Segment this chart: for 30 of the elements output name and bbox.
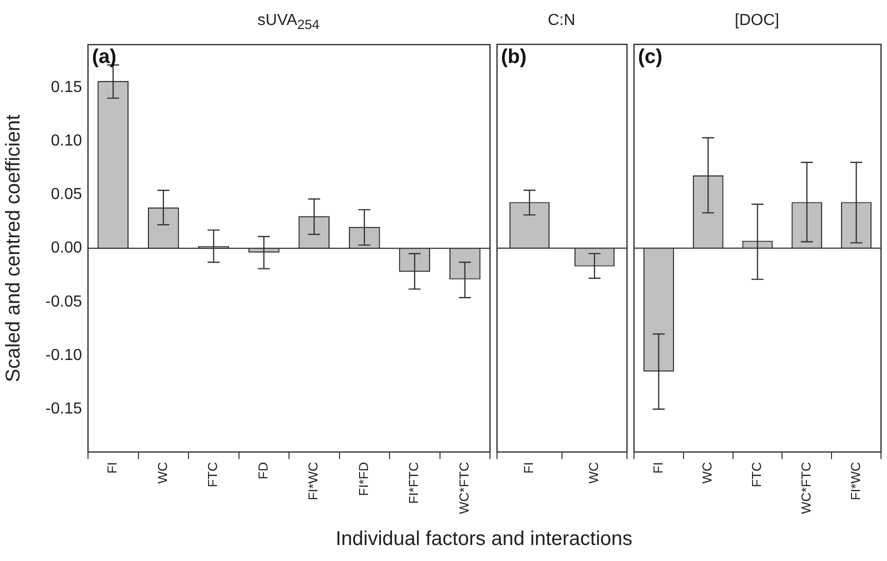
- annotation: (b): [501, 46, 527, 68]
- x-tick-label: WC*FTC: [456, 462, 472, 514]
- x-tick-label: FI*FD: [356, 462, 371, 496]
- x-tick-label: FI: [104, 462, 120, 474]
- x-tick-label: FI*WC: [848, 462, 863, 500]
- y-tick-label: 0.05: [50, 186, 82, 204]
- y-tick-label: -0.15: [46, 400, 82, 418]
- chart-title: C:N: [546, 12, 576, 30]
- x-axis-title: Individual factors and interactions: [334, 528, 634, 551]
- chart-title: [DOC]: [734, 12, 780, 30]
- y-tick-label: -0.10: [46, 346, 82, 364]
- y-tick-label: -0.05: [46, 293, 82, 310]
- annotation: (a): [92, 46, 116, 68]
- y-tick-label: 0.15: [50, 78, 82, 96]
- y-axis-title: Scaled and centred coefficient: [2, 114, 25, 382]
- x-tick-label: FI: [521, 462, 536, 474]
- x-tick-label: WC: [154, 462, 170, 484]
- x-tick-label: FTC: [205, 462, 220, 488]
- x-tick-label: FTC: [749, 462, 764, 488]
- y-tick-label: 0.10: [50, 132, 82, 150]
- x-tick-label: WC: [700, 462, 715, 484]
- annotation: (c): [638, 46, 662, 68]
- x-tick-label: FI: [650, 462, 666, 474]
- x-tick-label: FI*FTC: [406, 462, 422, 504]
- x-tick-label: FD: [255, 462, 270, 480]
- x-tick-label: WC*FTC: [798, 462, 814, 514]
- x-tick-label: FI*WC: [306, 462, 321, 500]
- y-tick-label: 0.00: [50, 240, 82, 257]
- x-tick-label: WC: [586, 462, 602, 484]
- chart-title: sUVA$_{254}$: [256, 12, 320, 32]
